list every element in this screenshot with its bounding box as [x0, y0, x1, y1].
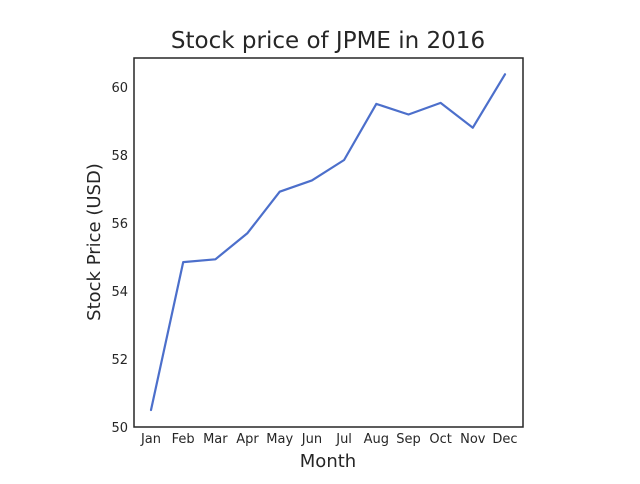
x-tick-label: Apr — [236, 432, 259, 447]
x-tick-label: Mar — [203, 432, 228, 447]
x-tick-label: Jan — [140, 432, 161, 447]
y-tick-label: 52 — [111, 353, 128, 368]
plot-area-frame — [133, 57, 524, 428]
x-axis-ticks: Jan Feb Mar Apr May Jun Jul Aug Sep Oct Nov Dec — [140, 432, 518, 447]
x-tick-label: Aug — [364, 432, 389, 447]
y-tick-label: 56 — [111, 217, 128, 232]
x-tick-label: Feb — [172, 432, 195, 447]
x-axis-title: Month — [300, 451, 356, 472]
x-tick-label: Dec — [492, 432, 517, 447]
x-tick-label: Jun — [301, 432, 322, 447]
y-tick-label: 60 — [111, 81, 128, 96]
y-tick-label: 58 — [111, 149, 128, 164]
y-axis-ticks: 50 52 54 56 58 60 — [111, 81, 128, 436]
y-tick-label: 54 — [111, 285, 128, 300]
x-tick-label: Sep — [396, 432, 421, 447]
x-tick-label: Nov — [460, 432, 486, 447]
x-tick-label: May — [266, 432, 293, 447]
x-tick-label: Oct — [429, 432, 451, 447]
x-tick-label: Jul — [335, 432, 352, 447]
y-tick-label: 50 — [111, 421, 128, 436]
chart-title: Stock price of JPME in 2016 — [171, 28, 485, 54]
series-layer — [149, 73, 507, 412]
series-line — [149, 73, 507, 412]
y-axis-title: Stock Price (USD) — [84, 163, 105, 321]
